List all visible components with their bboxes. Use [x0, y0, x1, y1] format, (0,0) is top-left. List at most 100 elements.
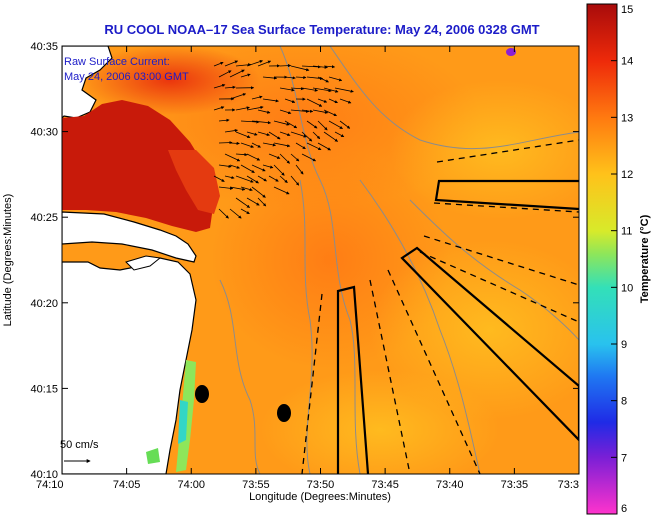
current-vector: [290, 65, 310, 72]
isobath-contours: [219, 46, 579, 474]
small-cool-patch: [146, 448, 160, 464]
current-vector: [268, 153, 281, 159]
current-vector: [295, 75, 307, 80]
current-vector: [306, 120, 318, 129]
current-vector: [229, 186, 246, 191]
current-vector: [334, 131, 345, 138]
land-bay-shore: [62, 211, 197, 263]
current-vector: [279, 131, 291, 137]
colorbar-tick-label: 13: [621, 112, 633, 124]
colorbar-scale: [586, 3, 618, 515]
current-vector: [218, 164, 232, 168]
current-vector: [312, 65, 328, 69]
current-vector: [257, 175, 267, 182]
colorbar-tick-label: 8: [621, 396, 627, 408]
current-vector: [268, 175, 279, 182]
colorbar-tick-label: 10: [621, 282, 633, 294]
current-vector: [273, 142, 291, 148]
current-vector: [218, 208, 229, 219]
colorbar-tick-label: 11: [621, 226, 632, 238]
transect-box-north: [434, 179, 579, 211]
land-inlet: [125, 255, 162, 271]
current-vector: [257, 109, 271, 114]
current-vector: [317, 120, 328, 131]
current-vector: [257, 60, 272, 67]
current-vector: [312, 131, 321, 140]
colorbar: 15 14 13 12 11 10 9 8 7 6 Temperature (°C): [586, 3, 651, 515]
current-vector: [246, 131, 258, 136]
current-vector: [262, 164, 274, 169]
current-vector: [224, 175, 235, 180]
current-vector: [224, 128, 239, 133]
cool-patch-south: [260, 370, 500, 474]
y-tick-label: 40:10: [30, 469, 58, 481]
current-vector: [312, 109, 329, 114]
y-tick-label: 40:25: [30, 212, 58, 224]
current-vector: [229, 141, 240, 145]
x-axis-ticks: 74:10 74:05 74:00 73:55 73:50 73:45 73:40 73:35…: [36, 46, 580, 491]
current-vector: [301, 109, 314, 113]
dashed-line-2: [433, 202, 579, 213]
current-vector: [218, 118, 230, 122]
current-vector: [246, 175, 259, 184]
current-vector: [339, 98, 352, 104]
current-vector: [218, 141, 233, 145]
land-west-coast: [62, 257, 197, 474]
current-vector: [323, 131, 339, 142]
current-vector: [290, 131, 307, 138]
current-vector: [229, 208, 242, 219]
current-vector: [229, 93, 247, 100]
hot-patch-north: [80, 46, 260, 115]
current-vector: [312, 87, 332, 93]
current-vector: [224, 60, 239, 67]
current-vector: [328, 98, 338, 104]
current-vector: [251, 95, 263, 100]
current-vector: [323, 65, 336, 69]
current-vectors: [213, 60, 354, 219]
dashed-line-5: [387, 269, 481, 474]
plot-area: [62, 46, 579, 474]
bay-inner-water: [168, 150, 220, 214]
x-tick-label: 73:40: [436, 479, 464, 491]
current-vector: [262, 98, 279, 103]
current-vector: [279, 175, 288, 184]
colorbar-ticks: 15 14 13 12 11 10 9 8 7 6: [611, 3, 633, 515]
current-vector: [240, 120, 260, 124]
current-vector: [317, 98, 328, 103]
current-vector: [246, 60, 264, 67]
current-vector: [213, 106, 225, 111]
station-marker-1: [195, 385, 209, 403]
current-vector: [268, 131, 281, 140]
current-vector: [328, 120, 343, 129]
y-tick-label: 40:35: [30, 41, 58, 53]
dashed-line-3: [423, 235, 579, 286]
current-vector: [290, 87, 305, 91]
current-vector: [262, 142, 277, 147]
current-vector: [328, 76, 343, 82]
coastal-cyan-strip: [178, 400, 188, 444]
current-vector: [334, 87, 354, 93]
current-vector: [317, 142, 331, 151]
x-tick-label: 74:00: [177, 479, 205, 491]
x-axis-label: Longitude (Degrees:Minutes): [249, 491, 391, 503]
current-vector: [290, 109, 310, 113]
current-vector: [224, 153, 241, 162]
current-vector: [317, 76, 329, 83]
station-marker-2: [277, 404, 291, 422]
current-vector: [218, 186, 234, 190]
transect-box-east: [400, 246, 579, 442]
x-tick-label: 74:05: [113, 479, 141, 491]
x-tick-label: 73:35: [501, 479, 529, 491]
current-vector: [240, 164, 255, 173]
current-vector: [301, 153, 317, 162]
current-vector: [240, 186, 253, 192]
dashed-line-4: [419, 251, 579, 323]
current-vector: [251, 164, 266, 172]
colorbar-tick-label: 7: [621, 452, 627, 464]
bay-hot-water: [62, 100, 214, 232]
current-vector: [306, 98, 323, 107]
current-vector: [240, 73, 251, 78]
current-vector: [279, 153, 290, 164]
map-title: RU COOL NOAA–17 Sea Surface Temperature:…: [104, 22, 539, 37]
